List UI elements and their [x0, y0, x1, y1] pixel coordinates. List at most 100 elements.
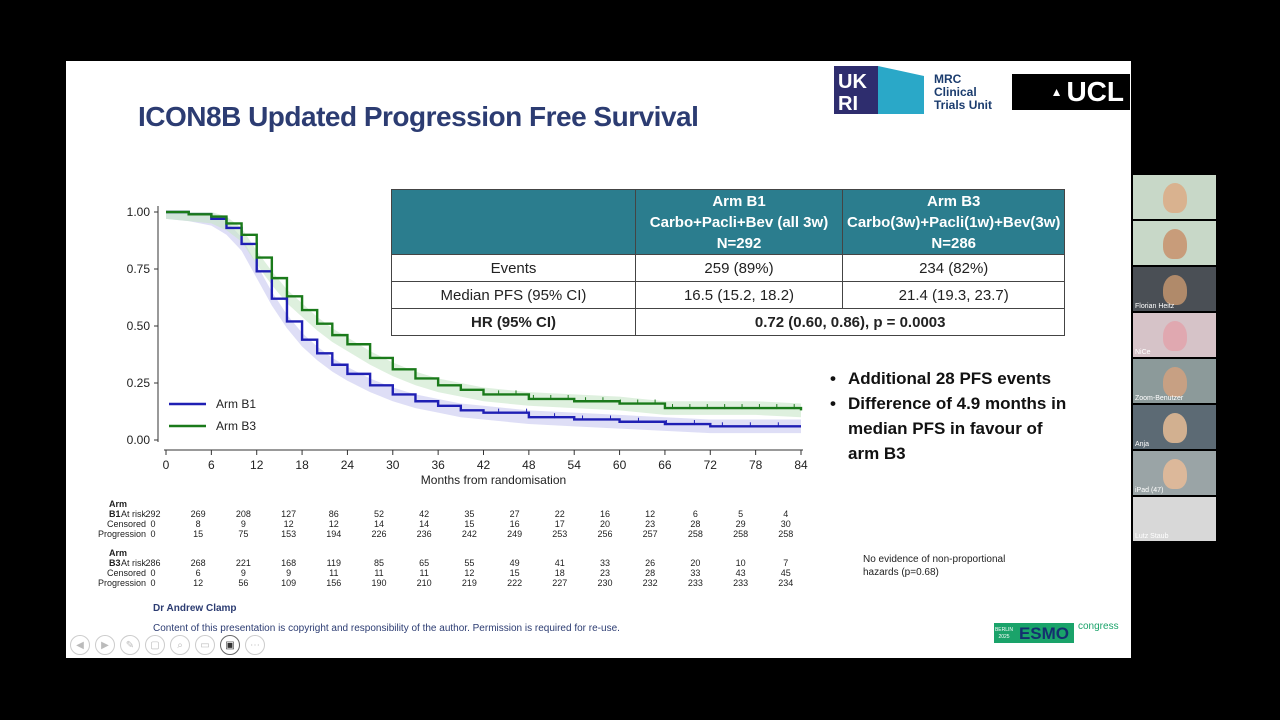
participant-name: Florian Heitz: [1135, 303, 1175, 310]
risk-cell: 43: [735, 568, 746, 578]
risk-cell: 208: [235, 509, 251, 519]
risk-cell: 23: [645, 519, 656, 529]
x-tick-label: 36: [431, 458, 445, 472]
bullet-item: • Difference of 4.9 months in median PFS …: [830, 391, 1073, 466]
risk-cell: 6: [692, 509, 698, 519]
x-tick-label: 42: [477, 458, 491, 472]
risk-cell: 258: [778, 529, 794, 539]
mrc-logo: MRC Clinical Trials Unit: [934, 73, 992, 112]
risk-cell: 33: [690, 568, 701, 578]
risk-cell: 221: [235, 558, 251, 568]
risk-cell: 233: [687, 578, 703, 588]
risk-row-label: Progression: [97, 578, 146, 588]
subtitles-icon[interactable]: ▭: [195, 635, 215, 655]
x-tick-label: 18: [295, 458, 309, 472]
table-row-hr: HR (95% CI) 0.72 (0.60, 0.86), p = 0.000…: [391, 308, 1066, 336]
table-row-label: HR (95% CI): [391, 308, 636, 336]
risk-cell: 253: [552, 529, 568, 539]
risk-row-label: At risk: [120, 558, 146, 568]
previous-slide-icon[interactable]: ◀: [70, 635, 90, 655]
x-tick-label: 54: [568, 458, 582, 472]
km-chart: 0.00 0.25 0.50 0.75 1.00 0 6 12 18 24 30 36 42 48 54 60…: [127, 205, 808, 487]
risk-cell: 236: [416, 529, 432, 539]
risk-cell: 268: [190, 558, 206, 568]
risk-cell: 233: [733, 578, 749, 588]
slide-title: ICON8B Updated Progression Free Survival: [138, 101, 699, 132]
mrc-logo-line: Clinical: [934, 85, 977, 99]
mrc-logo-line: MRC: [934, 72, 962, 86]
risk-cell: 219: [461, 578, 477, 588]
ucl-logo-text: UCL: [1066, 76, 1124, 107]
risk-cell: 109: [281, 578, 297, 588]
table-cell: 16.5 (15.2, 18.2): [635, 281, 843, 309]
risk-arm-title: Arm B1: [109, 499, 128, 519]
risk-cell: 230: [597, 578, 613, 588]
table-header-arm-b3: Arm B3 Carbo(3w)+Pacli(1w)+Bev(3w) N=286: [841, 189, 1066, 255]
participant-tile[interactable]: Anja: [1133, 405, 1216, 449]
participant-tile[interactable]: Zoom-Benutzer: [1133, 359, 1216, 403]
risk-cell: 0: [150, 568, 156, 578]
km-curve-arm-b1: [166, 210, 801, 428]
risk-cell: 210: [416, 578, 432, 588]
more-options-icon[interactable]: ⋯: [245, 635, 265, 655]
risk-cell: 232: [642, 578, 658, 588]
author-name: Dr Andrew Clamp: [153, 603, 237, 614]
x-tick-label: 78: [749, 458, 763, 472]
x-tick-label: 12: [250, 458, 264, 472]
risk-cell: 0: [150, 578, 156, 588]
participant-tile[interactable]: Florian Heitz: [1133, 267, 1216, 311]
risk-cell: 9: [286, 568, 292, 578]
risk-cell: 9: [240, 519, 246, 529]
risk-cell: 42: [419, 509, 430, 519]
risk-cell: 17: [554, 519, 565, 529]
risk-cell: 30: [780, 519, 791, 529]
x-tick-label: 30: [386, 458, 400, 472]
svg-text:ESMO: ESMO: [1019, 624, 1069, 643]
pen-icon[interactable]: ✎: [120, 635, 140, 655]
svg-text:BERLIN: BERLIN: [995, 627, 1013, 633]
risk-cell: 10: [735, 558, 746, 568]
risk-cell: 75: [238, 529, 249, 539]
participant-tile[interactable]: NiCe: [1133, 313, 1216, 357]
risk-cell: 190: [371, 578, 387, 588]
participant-tile[interactable]: [1133, 175, 1216, 219]
risk-cell: 11: [374, 568, 384, 578]
risk-cell: 258: [687, 529, 703, 539]
risk-cell: 4: [783, 509, 789, 519]
risk-cell: 41: [554, 558, 565, 568]
ukri-logo: UK RI: [834, 66, 924, 114]
risk-cell: 14: [373, 519, 384, 529]
participant-name: NiCe: [1135, 349, 1151, 356]
slides-overview-icon[interactable]: ▢: [145, 635, 165, 655]
risk-cell: 26: [645, 558, 656, 568]
participant-tile[interactable]: [1133, 221, 1216, 265]
x-tick-label: 84: [794, 458, 808, 472]
risk-cell: 12: [193, 578, 204, 588]
risk-cell: 28: [690, 519, 701, 529]
risk-cell: 5: [738, 509, 744, 519]
bullet-item: • Additional 28 PFS events: [830, 366, 1073, 391]
risk-cell: 7: [783, 558, 789, 568]
risk-cell: 55: [464, 558, 475, 568]
table-cell-hr: 0.72 (0.60, 0.86), p = 0.0003: [634, 308, 1066, 336]
participant-tile[interactable]: iPad (47): [1133, 451, 1216, 495]
y-tick-label: 0.25: [127, 376, 151, 390]
risk-cell: 15: [509, 568, 520, 578]
presenter-controls: ◀ ▶ ✎ ▢ ⌕ ▭ ▣ ⋯: [70, 635, 265, 655]
x-tick-label: 0: [163, 458, 170, 472]
risk-cell: 28: [645, 568, 656, 578]
svg-text:congress: congress: [1078, 621, 1119, 632]
risk-cell: 226: [371, 529, 387, 539]
next-slide-icon[interactable]: ▶: [95, 635, 115, 655]
risk-cell: 35: [464, 509, 475, 519]
ucl-mark-icon: ▲: [1050, 85, 1063, 99]
camera-icon[interactable]: ▣: [220, 635, 240, 655]
participant-tile[interactable]: Lutz Staub: [1133, 497, 1216, 541]
risk-cell: 33: [599, 558, 610, 568]
x-tick-label: 60: [613, 458, 627, 472]
zoom-icon[interactable]: ⌕: [170, 635, 190, 655]
risk-cell: 52: [373, 509, 384, 519]
x-tick-label: 66: [658, 458, 672, 472]
svg-text:2025: 2025: [998, 634, 1009, 640]
participant-name: Lutz Staub: [1135, 533, 1169, 540]
